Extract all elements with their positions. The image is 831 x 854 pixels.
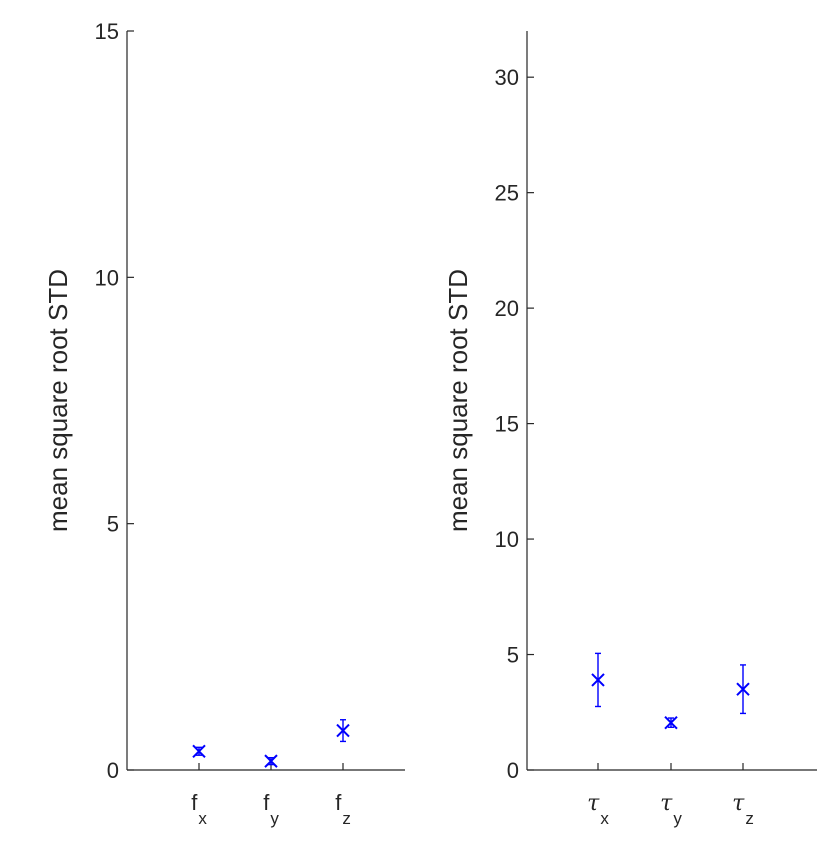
- y-tick-label: 0: [507, 758, 519, 783]
- y-tick-label: 5: [107, 512, 119, 537]
- left-panel-fxyz: 0 5 10 15 mean square root STD fx fy fz: [43, 19, 405, 828]
- y-tick-label: 15: [95, 19, 119, 44]
- data-point-marker: [736, 682, 750, 696]
- data-point-marker: [336, 723, 350, 738]
- right-panel-tauxyz: 0 5 10 15 20 25 30 mean square root STD τx τy τz: [443, 31, 817, 828]
- x-tick-label: fy: [263, 790, 279, 828]
- y-tick-label: 20: [495, 296, 519, 321]
- y-tick-label: 5: [507, 643, 519, 668]
- x-tick-label: fz: [335, 790, 351, 828]
- x-tick-label: τz: [732, 791, 754, 828]
- y-tick-label: 0: [107, 758, 119, 783]
- data-point-marker: [264, 754, 278, 768]
- y-axis-label: mean square root STD: [43, 269, 73, 532]
- y-tick-label: 15: [495, 412, 519, 437]
- y-axis-label: mean square root STD: [443, 269, 473, 532]
- x-tick-label: fx: [191, 790, 207, 828]
- y-tick-label: 30: [495, 65, 519, 90]
- data-point-marker: [192, 744, 206, 758]
- x-tick-label: τy: [660, 791, 682, 828]
- data-point-marker: [664, 715, 678, 730]
- x-tick-label: τx: [587, 791, 609, 828]
- data-point-marker: [591, 673, 605, 687]
- y-tick-label: 25: [495, 181, 519, 206]
- y-tick-label: 10: [495, 527, 519, 552]
- y-tick-label: 10: [95, 265, 119, 290]
